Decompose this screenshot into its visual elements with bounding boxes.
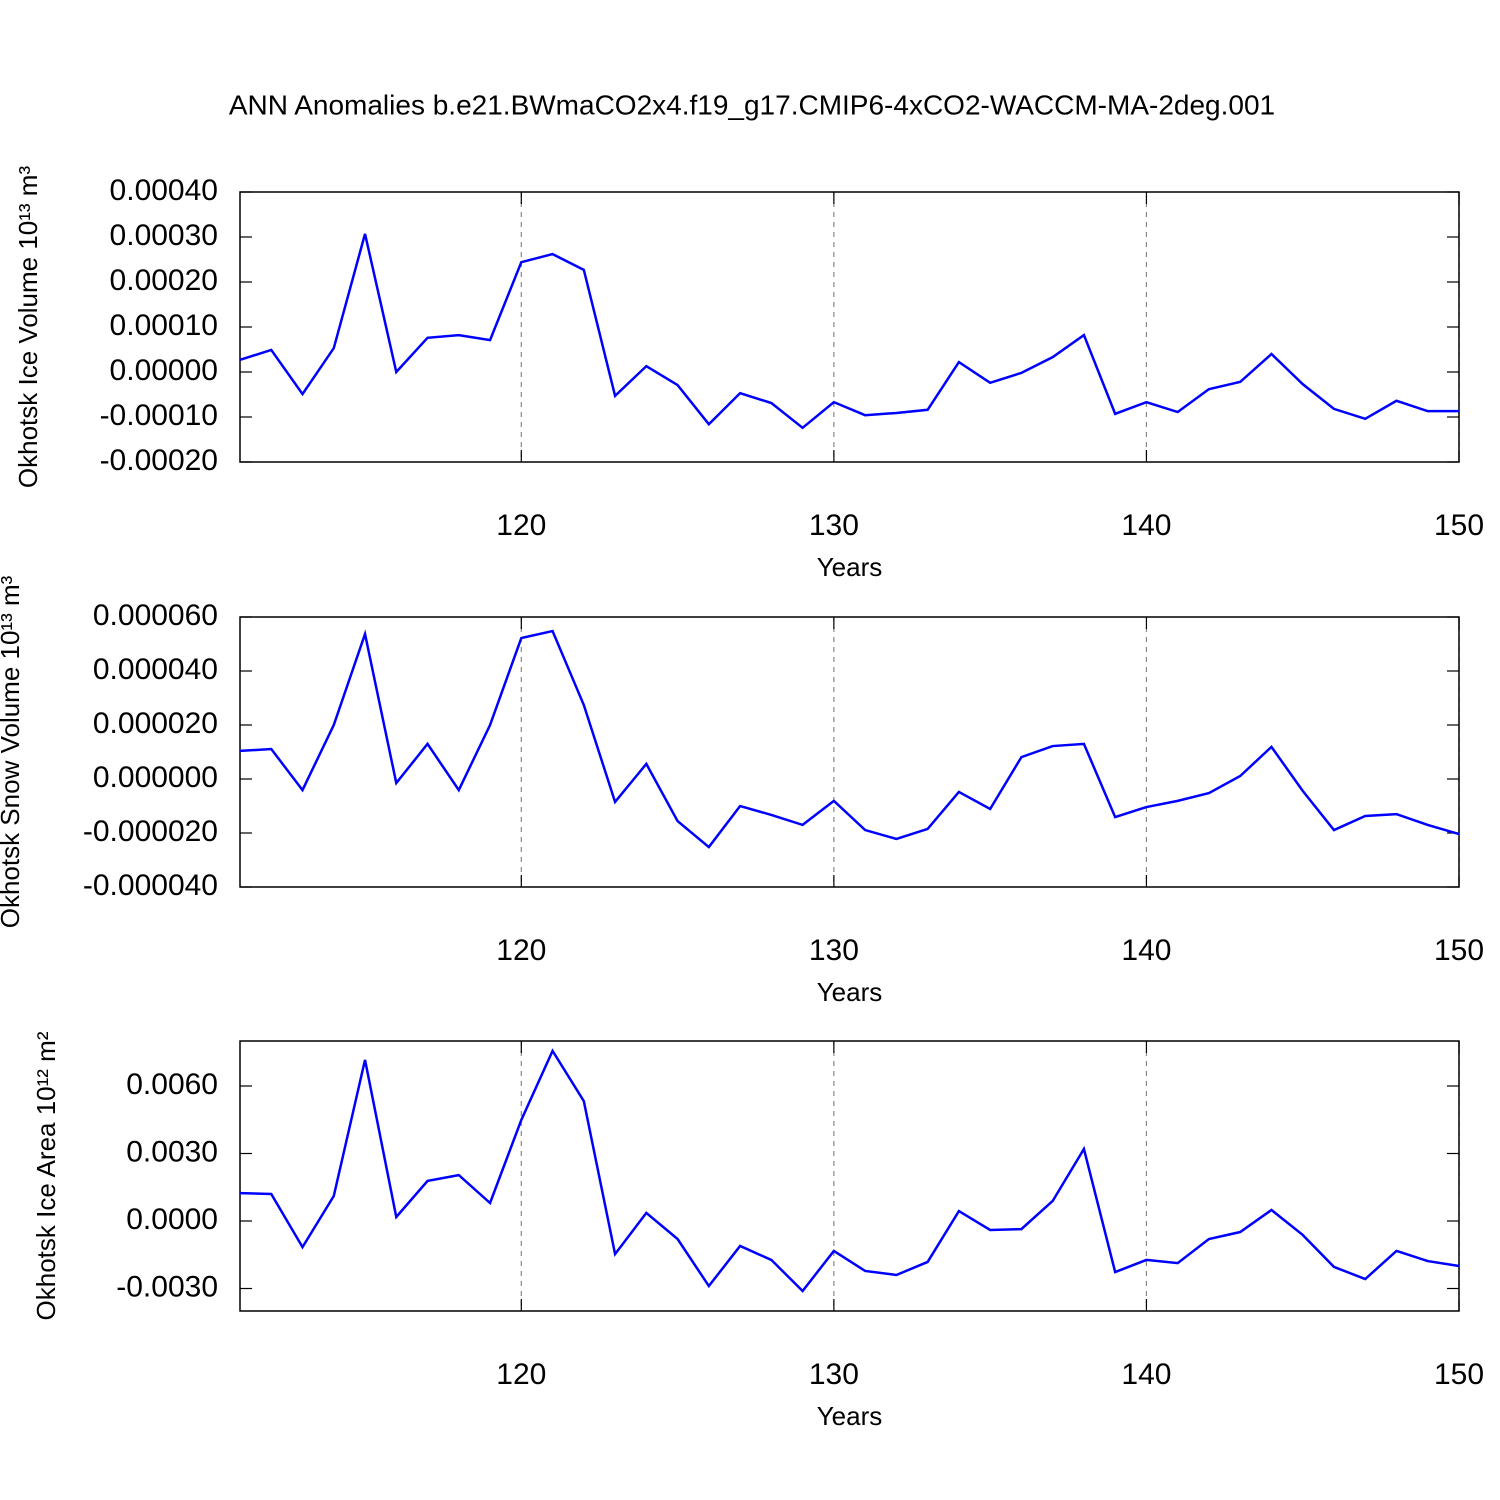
data-line [239, 233, 1459, 430]
y-tick-label: 0.00040 [110, 174, 218, 207]
plot-frame [239, 191, 1460, 463]
y-tick-label: -0.00010 [100, 399, 218, 432]
y-tick-label: 0.000060 [93, 599, 218, 632]
y-tick-label: 0.0030 [126, 1135, 218, 1168]
x-axis-label: Years [817, 977, 883, 1007]
x-tick-label: 120 [496, 1358, 546, 1391]
y-tick-label: -0.000040 [83, 869, 218, 902]
y-axis-label: Okhotsk Ice Area 10¹² m² [31, 1031, 61, 1320]
chart-title: ANN Anomalies b.e21.BWmaCO2x4.f19_g17.CM… [229, 89, 1275, 120]
x-tick-label: 150 [1434, 1358, 1484, 1391]
x-tick-label: 150 [1434, 509, 1484, 542]
y-tick-label: 0.0060 [126, 1068, 218, 1101]
y-tick-label: 0.00030 [110, 219, 218, 252]
x-tick-label: 150 [1434, 934, 1484, 967]
x-axis-label: Years [817, 552, 883, 582]
x-tick-label: 130 [809, 1358, 859, 1391]
plot-frame [239, 616, 1460, 888]
y-tick-label: -0.00020 [100, 444, 218, 477]
y-tick-label: -0.000020 [83, 815, 218, 848]
y-axis-label: Okhotsk Snow Volume 10¹³ m³ [0, 575, 25, 928]
y-tick-label: -0.0030 [116, 1270, 218, 1303]
x-tick-label: 120 [496, 934, 546, 967]
data-line [239, 629, 1460, 849]
y-tick-label: 0.000000 [93, 761, 218, 794]
y-tick-label: 0.00020 [110, 264, 218, 297]
y-tick-label: 0.000040 [93, 653, 218, 686]
y-tick-label: 0.0000 [126, 1203, 218, 1236]
y-tick-label: 0.00000 [110, 354, 218, 387]
y-axis-label: Okhotsk Ice Volume 10¹³ m³ [13, 166, 43, 489]
x-tick-label: 140 [1121, 509, 1171, 542]
x-tick-label: 130 [809, 934, 859, 967]
plot-frame [239, 1040, 1460, 1312]
x-tick-label: 130 [809, 509, 859, 542]
x-tick-label: 120 [496, 509, 546, 542]
x-axis-label: Years [817, 1401, 883, 1431]
x-tick-label: 140 [1121, 1358, 1171, 1391]
data-line [239, 1048, 1460, 1293]
y-tick-label: 0.000020 [93, 707, 218, 740]
y-tick-label: 0.00010 [110, 309, 218, 342]
x-tick-label: 140 [1121, 934, 1171, 967]
